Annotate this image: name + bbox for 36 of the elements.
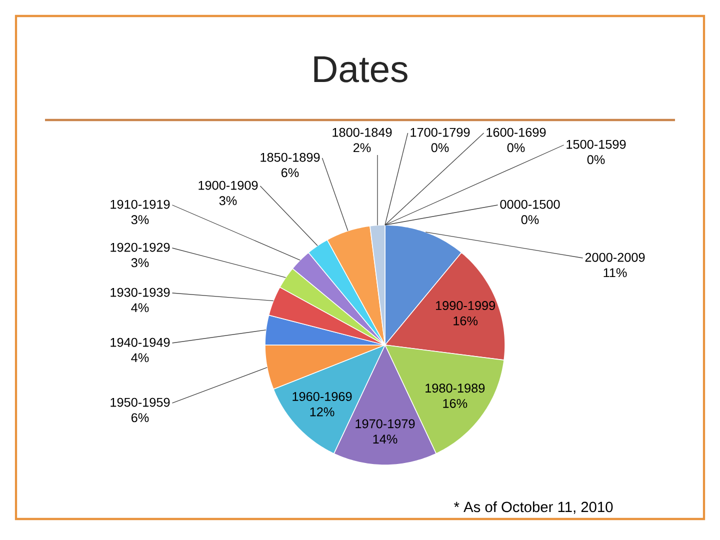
slice-label: 1930-1939	[110, 288, 170, 297]
data-label: 3%	[131, 258, 149, 268]
slice-label: 2000-2009	[585, 252, 645, 262]
slice-label: 1910-1919	[110, 200, 170, 209]
data-label: 16%	[454, 316, 478, 326]
slice-label: 1980-1989	[426, 384, 485, 393]
data-label: 6%	[132, 413, 149, 422]
slice-label: 1850-1899	[260, 152, 320, 162]
text: 0%	[587, 155, 605, 164]
data-label: 14%	[373, 434, 398, 444]
category-label: 1700-1799	[410, 128, 470, 137]
slice-label: 1990-1999	[436, 301, 496, 310]
data-label: 16%	[443, 398, 468, 408]
slice-label: 1920-1929	[110, 242, 170, 252]
data-label: 11%	[604, 268, 627, 278]
category-label: 0000-1500	[500, 200, 560, 209]
data-label: 3%	[219, 196, 237, 206]
chart-title: Dates	[314, 56, 408, 82]
data-label: 4%	[131, 303, 149, 312]
slice-label: 1900-1909	[198, 180, 258, 190]
data-label: 4%	[131, 353, 149, 362]
category-label: 1500-1599	[566, 140, 626, 149]
data-label: 12%	[310, 407, 334, 416]
text: * As of October 11, 2010	[454, 501, 613, 514]
text: 0%	[507, 143, 525, 152]
data-label: 3%	[131, 215, 149, 224]
slice-label: 1950-1959	[110, 398, 170, 407]
category-label: 1600-1699	[486, 128, 546, 137]
text: 0%	[521, 215, 539, 224]
data-label: 6%	[282, 168, 299, 178]
text: 0%	[431, 143, 449, 152]
slice-label: 1940-1949	[110, 338, 170, 347]
slice-label: 1970-1979	[356, 419, 415, 428]
data-label: 2%	[353, 143, 371, 152]
slice-label: 1960-1969	[292, 392, 352, 401]
slice-label: 1800-1849	[332, 128, 392, 137]
